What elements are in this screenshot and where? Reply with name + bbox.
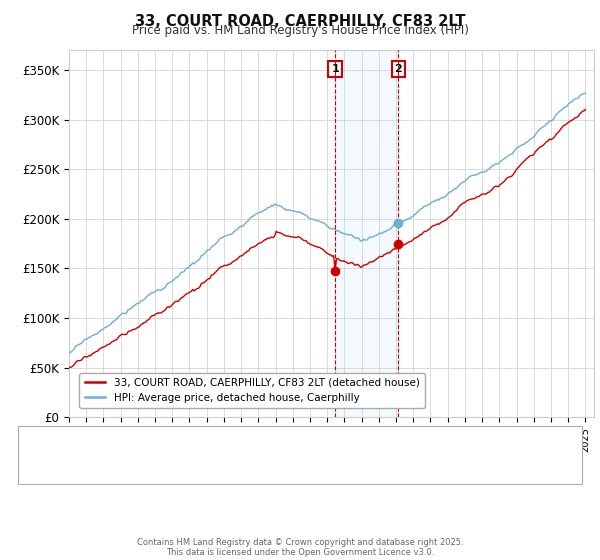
Text: £175,000: £175,000 bbox=[240, 465, 293, 475]
Text: 13% ↓ HPI: 13% ↓ HPI bbox=[366, 437, 425, 447]
Text: 2: 2 bbox=[29, 465, 37, 475]
Text: £147,500: £147,500 bbox=[240, 437, 293, 447]
Text: 33, COURT ROAD, CAERPHILLY, CF83 2LT: 33, COURT ROAD, CAERPHILLY, CF83 2LT bbox=[135, 14, 465, 29]
Text: Price paid vs. HM Land Registry's House Price Index (HPI): Price paid vs. HM Land Registry's House … bbox=[131, 24, 469, 36]
Text: Contains HM Land Registry data © Crown copyright and database right 2025.
This d: Contains HM Land Registry data © Crown c… bbox=[137, 538, 463, 557]
Text: 1: 1 bbox=[331, 64, 339, 74]
Text: 1% ↓ HPI: 1% ↓ HPI bbox=[366, 465, 418, 475]
Text: 07-FEB-2014: 07-FEB-2014 bbox=[72, 465, 143, 475]
Text: 2: 2 bbox=[395, 64, 402, 74]
Text: 25-JUN-2010: 25-JUN-2010 bbox=[72, 437, 143, 447]
Bar bbox=[335, 50, 398, 417]
Legend: 33, COURT ROAD, CAERPHILLY, CF83 2LT (detached house), HPI: Average price, detac: 33, COURT ROAD, CAERPHILLY, CF83 2LT (de… bbox=[79, 373, 425, 408]
Text: 1: 1 bbox=[29, 437, 37, 447]
